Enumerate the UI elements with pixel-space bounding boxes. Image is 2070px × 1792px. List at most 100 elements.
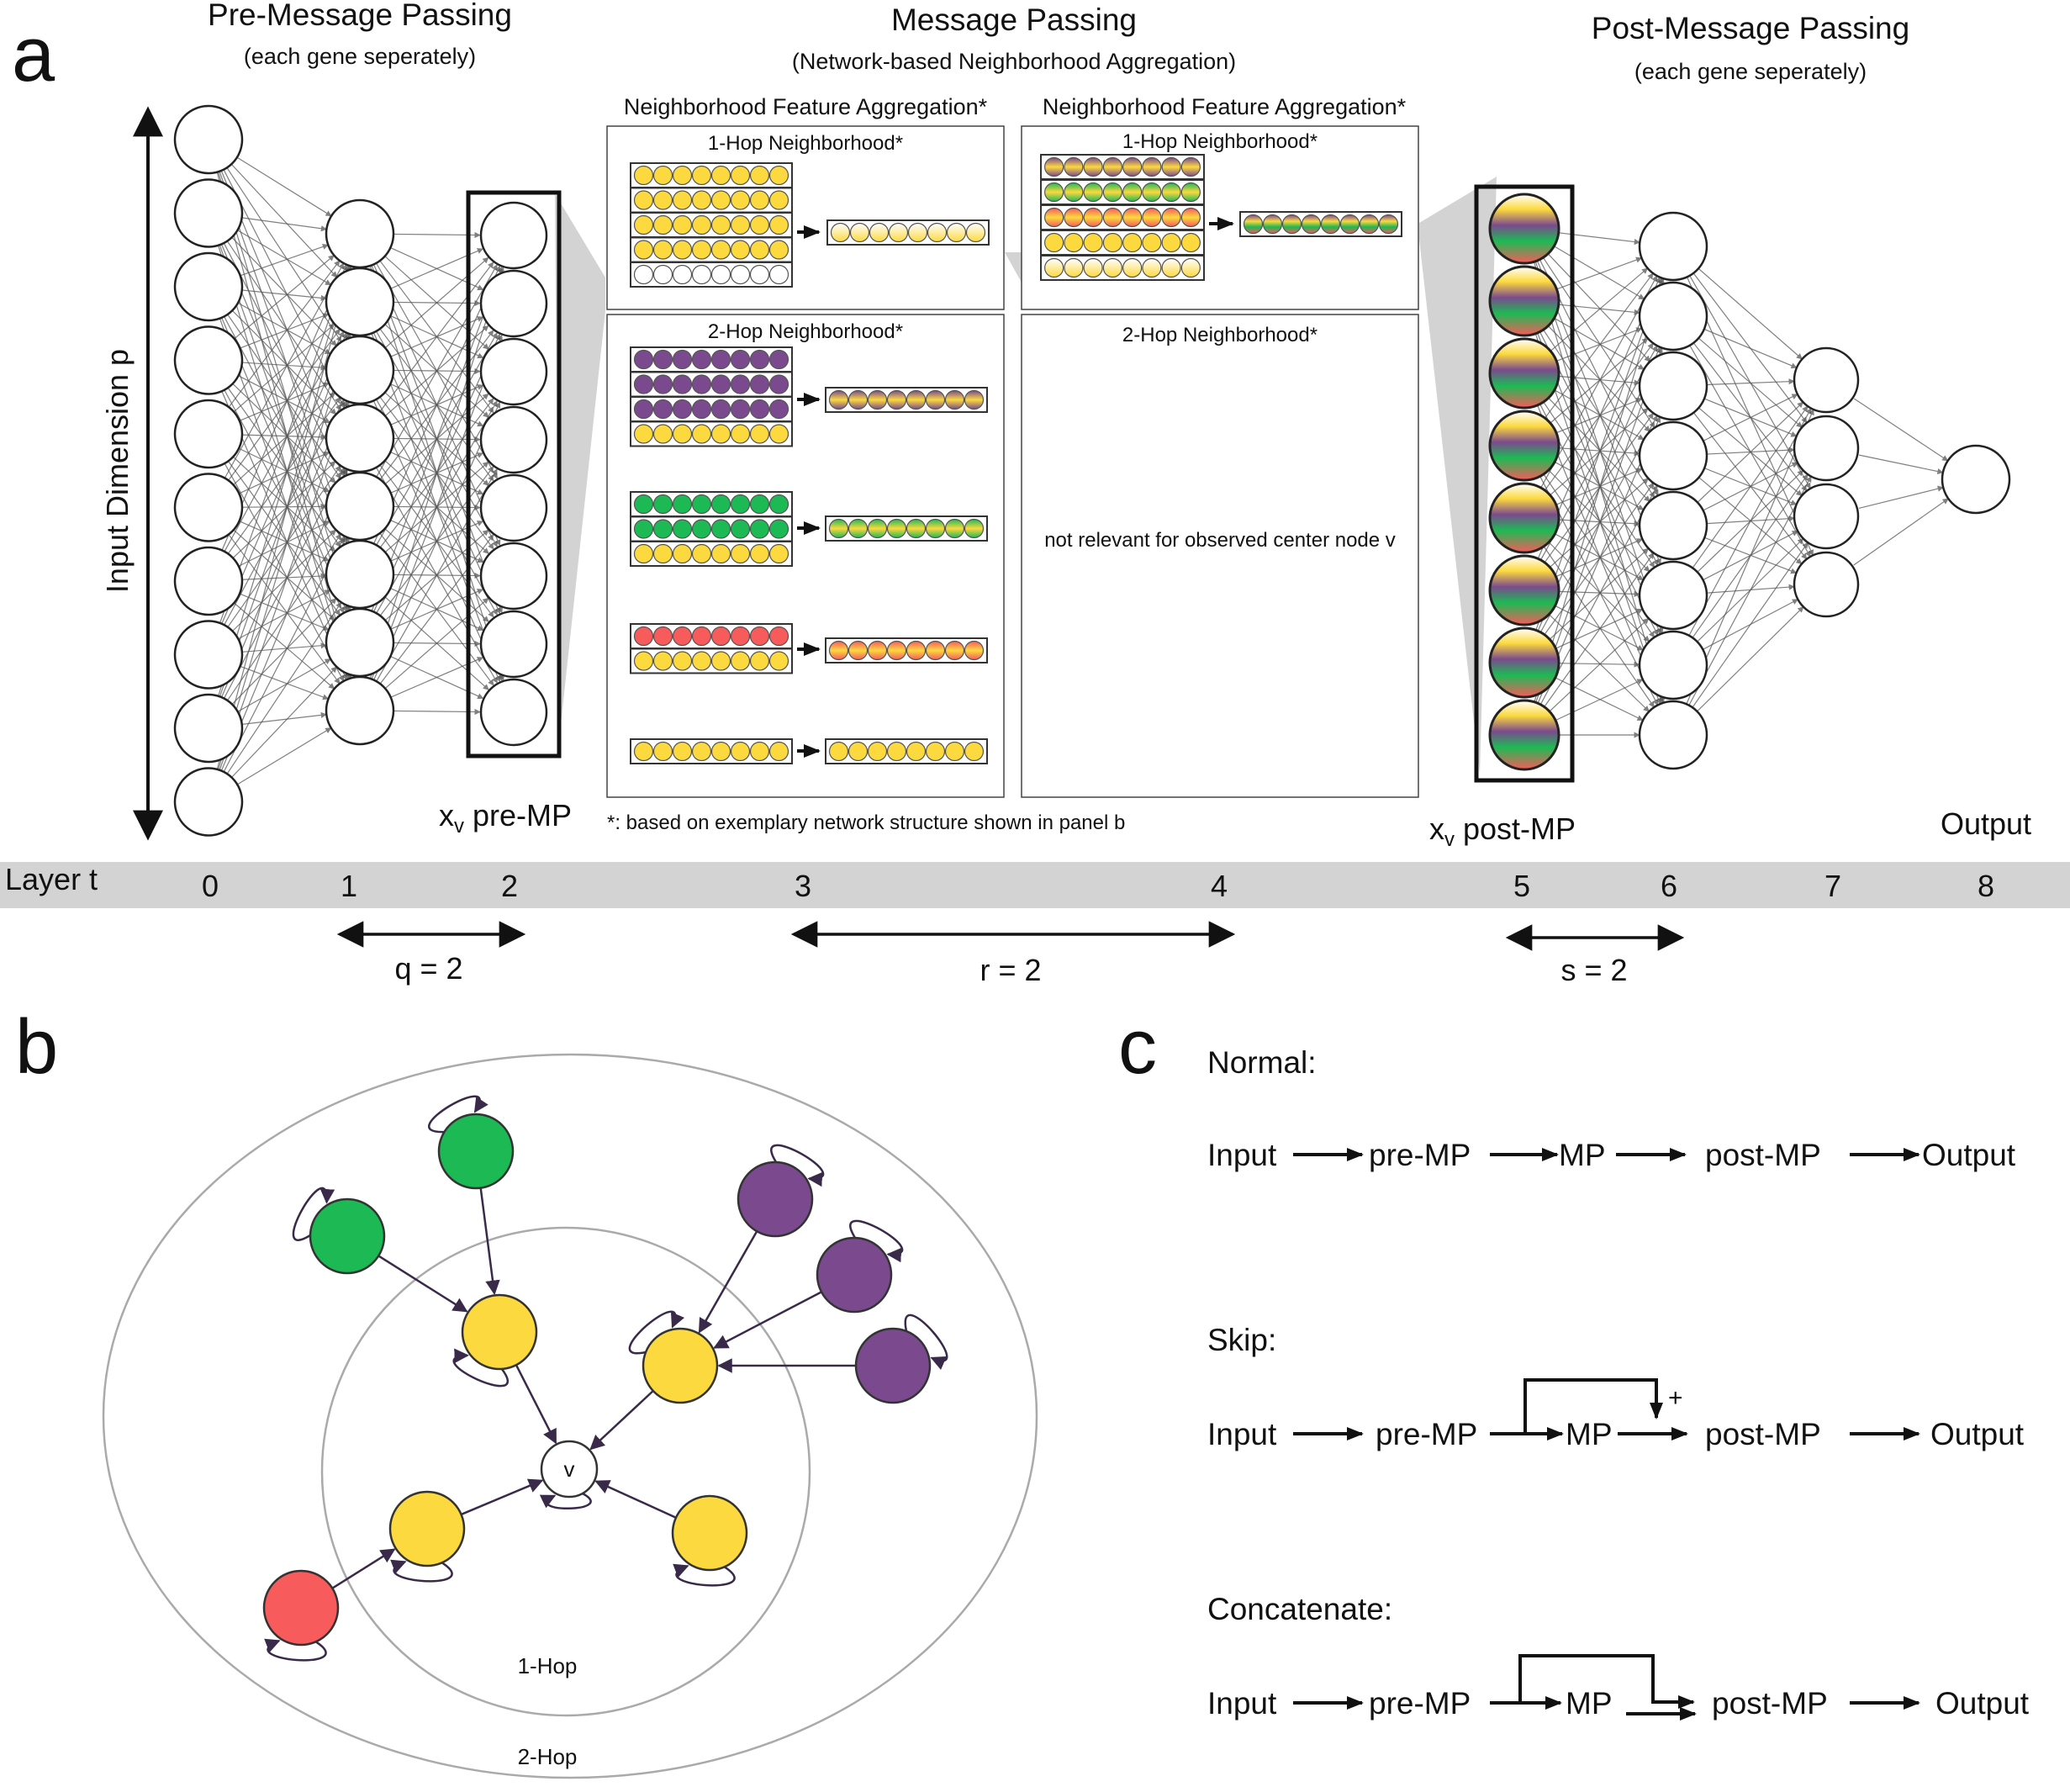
concat-step-post-mp: post-MP <box>1712 1686 1828 1721</box>
feature-dot <box>710 741 731 762</box>
pre-edge <box>238 521 330 567</box>
post-edge <box>1555 397 1643 434</box>
pre-edge <box>379 262 494 412</box>
feature-dot <box>768 424 789 444</box>
feature-dot <box>691 374 712 394</box>
skip-step-mp: MP <box>1566 1417 1613 1451</box>
feature-dot <box>672 214 693 235</box>
pre-mp-node-layer1 <box>325 198 395 269</box>
feature-dot <box>1064 257 1084 278</box>
feature-dot <box>672 190 693 210</box>
feature-dot <box>730 399 751 420</box>
skip-step-output: Output <box>1930 1417 2025 1451</box>
feature-dot <box>1044 207 1064 228</box>
r-label: r = 2 <box>980 953 1041 987</box>
post-edge <box>1554 532 1645 581</box>
layer-number: 7 <box>1824 869 1841 903</box>
feature-dot <box>1122 207 1143 228</box>
feature-dot <box>749 240 770 260</box>
feature-dot <box>691 264 712 285</box>
feature-dot <box>691 543 712 564</box>
pre-mp-node-layer1 <box>325 539 395 610</box>
feature-dot <box>1102 207 1122 228</box>
footnote-text: *: based on exemplary network structure … <box>607 811 1125 834</box>
pre-mp-node-layer0 <box>173 251 244 322</box>
feature-dot <box>691 494 712 515</box>
post-edge <box>1542 473 1655 638</box>
pre-edge <box>230 163 338 278</box>
feature-dot <box>672 349 693 370</box>
post-edge <box>1548 541 1650 642</box>
feature-dot <box>848 518 869 539</box>
pre-edge <box>231 236 337 346</box>
feature-dot <box>749 399 770 420</box>
graph-edge <box>461 1478 544 1516</box>
q-label: q = 2 <box>394 951 462 986</box>
pre-mp-node-layer1 <box>325 403 395 473</box>
feature-dot <box>925 640 946 661</box>
feature-dot <box>1180 182 1201 203</box>
pre-edge <box>240 313 330 349</box>
post-edge <box>1697 336 1803 428</box>
pre-edge <box>379 534 494 685</box>
feature-dot <box>633 741 654 762</box>
feature-dot <box>652 494 673 515</box>
feature-dot <box>633 519 654 539</box>
feature-dot <box>633 626 654 647</box>
post-edge <box>1704 515 1795 525</box>
feature-dot <box>652 264 673 285</box>
feature-dot <box>633 165 654 186</box>
layer-numbers: 0 1 2 3 4 5 6 7 8 <box>202 869 1994 903</box>
pre-edge <box>227 396 341 554</box>
feature-dot <box>768 494 789 515</box>
feature-dot <box>867 640 888 661</box>
post-mp-node-layer5 <box>1488 554 1560 626</box>
graph-edge <box>378 1255 468 1313</box>
post-edge <box>1557 232 1640 246</box>
output-node <box>1941 444 2011 515</box>
panel-a-label: a <box>12 12 55 98</box>
feature-dot <box>749 543 770 564</box>
feature-dot <box>888 222 909 243</box>
post-mp-nodes <box>1488 193 2011 771</box>
one-hop-ring-label: 1-Hop <box>518 1653 578 1678</box>
pre-edge <box>227 387 341 547</box>
pre-edge <box>219 245 350 611</box>
feature-dot <box>886 389 907 410</box>
feature-dot <box>633 399 654 420</box>
normal-step-mp: MP <box>1559 1138 1606 1172</box>
post-mp-node-layer6 <box>1638 211 1708 282</box>
feature-dot <box>1122 257 1143 278</box>
graph-edge <box>713 1291 822 1349</box>
post-edge <box>1553 317 1645 370</box>
center-node-label: v <box>564 1456 575 1482</box>
feature-dot <box>749 349 770 370</box>
feature-dot <box>691 214 712 235</box>
concat-step-mp: MP <box>1566 1686 1613 1721</box>
normal-title: Normal: <box>1207 1045 1317 1080</box>
pre-edge <box>238 589 331 640</box>
feature-dot <box>1142 182 1162 203</box>
post-edge <box>1704 378 1795 386</box>
pre-edge <box>237 302 331 355</box>
skip-step-input: Input <box>1207 1417 1277 1451</box>
post-edge <box>1547 397 1650 502</box>
feature-dot <box>768 374 789 394</box>
post-edge <box>1543 552 1655 708</box>
pre-edge <box>238 375 331 424</box>
feature-dot <box>1044 182 1064 203</box>
feature-dot <box>730 543 751 564</box>
self-loop <box>452 1348 510 1388</box>
feature-dot <box>730 264 751 285</box>
feature-dot <box>965 222 986 243</box>
pre-mp-node-layer0 <box>173 767 244 837</box>
feature-dot <box>1064 182 1084 203</box>
pre-mp-node-layer1 <box>325 471 395 542</box>
post-edge <box>1548 617 1650 713</box>
post-edge <box>1685 409 1814 706</box>
feature-dot <box>730 651 751 671</box>
graph-edge <box>698 1230 758 1334</box>
feature-dot <box>768 214 789 235</box>
feature-dot <box>1320 214 1341 235</box>
feature-dot <box>730 741 751 762</box>
